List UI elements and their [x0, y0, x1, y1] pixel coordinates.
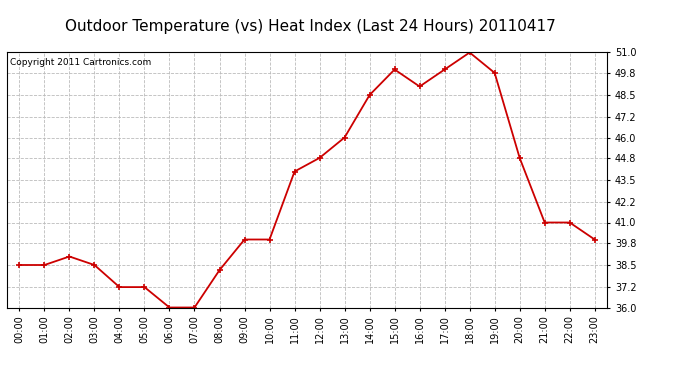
- Text: Copyright 2011 Cartronics.com: Copyright 2011 Cartronics.com: [10, 58, 151, 67]
- Text: Outdoor Temperature (vs) Heat Index (Last 24 Hours) 20110417: Outdoor Temperature (vs) Heat Index (Las…: [65, 19, 556, 34]
